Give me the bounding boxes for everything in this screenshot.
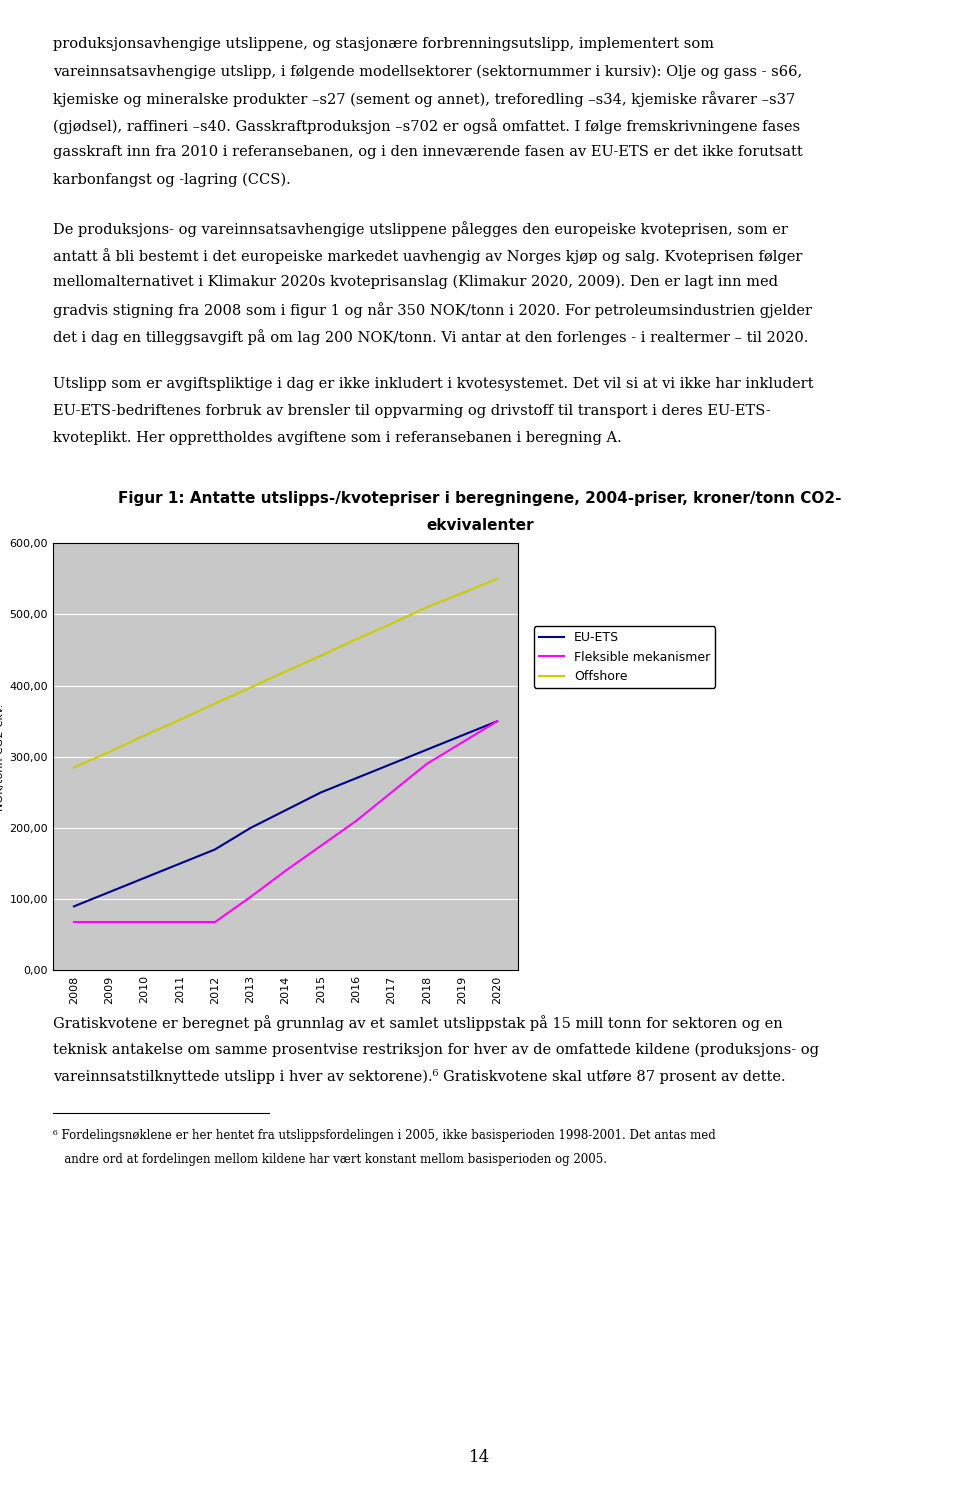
Text: gradvis stigning fra 2008 som i figur 1 og når 350 NOK/tonn i 2020. For petroleu: gradvis stigning fra 2008 som i figur 1 … bbox=[53, 301, 812, 318]
Offshore bbox=[139, 727, 151, 745]
Fleksible mekanismer bbox=[420, 755, 432, 773]
Text: teknisk antakelse om samme prosentvise restriksjon for hver av de omfattede kild: teknisk antakelse om samme prosentvise r… bbox=[53, 1042, 819, 1057]
Offshore bbox=[280, 663, 292, 681]
EU-ETS bbox=[245, 818, 256, 836]
Fleksible mekanismer bbox=[315, 836, 326, 854]
Text: det i dag en tilleggsavgift på om lag 200 NOK/tonn. Vi antar at den forlenges - : det i dag en tilleggsavgift på om lag 20… bbox=[53, 328, 808, 345]
Text: andre ord at fordelingen mellom kildene har vært konstant mellom basisperioden o: andre ord at fordelingen mellom kildene … bbox=[53, 1153, 607, 1166]
Fleksible mekanismer bbox=[245, 887, 256, 905]
Offshore bbox=[386, 615, 397, 633]
EU-ETS bbox=[139, 869, 151, 887]
Text: Figur 1: Antatte utslipps-/kvotepriser i beregningene, 2004-priser, kroner/tonn : Figur 1: Antatte utslipps-/kvotepriser i… bbox=[118, 490, 842, 505]
EU-ETS bbox=[209, 841, 221, 859]
Text: (gjødsel), raffineri –s40. Gasskraftproduksjon –s702 er også omfattet. I følge f: (gjødsel), raffineri –s40. Gasskraftprod… bbox=[53, 118, 800, 135]
Offshore bbox=[174, 711, 185, 729]
Offshore bbox=[420, 598, 432, 616]
EU-ETS bbox=[456, 727, 468, 745]
Text: 14: 14 bbox=[469, 1450, 491, 1466]
Text: antatt å bli bestemt i det europeiske markedet uavhengig av Norges kjøp og salg.: antatt å bli bestemt i det europeiske ma… bbox=[53, 247, 803, 264]
Offshore bbox=[492, 570, 503, 588]
EU-ETS bbox=[492, 712, 503, 730]
Offshore bbox=[245, 679, 256, 697]
Text: De produksjons- og vareinnsatsavhengige utslippene pålegges den europeiske kvote: De produksjons- og vareinnsatsavhengige … bbox=[53, 220, 787, 237]
Fleksible mekanismer bbox=[104, 913, 115, 931]
Line: EU-ETS: EU-ETS bbox=[74, 721, 497, 907]
Text: kjemiske og mineralske produkter –s27 (sement og annet), treforedling –s34, kjem: kjemiske og mineralske produkter –s27 (s… bbox=[53, 91, 795, 108]
Fleksible mekanismer bbox=[280, 862, 292, 880]
Fleksible mekanismer bbox=[68, 913, 80, 931]
EU-ETS bbox=[350, 769, 362, 787]
Legend: EU-ETS, Fleksible mekanismer, Offshore: EU-ETS, Fleksible mekanismer, Offshore bbox=[534, 627, 715, 688]
Text: vareinnsatstilknyttede utslipp i hver av sektorene).⁶ Gratiskvotene skal utføre : vareinnsatstilknyttede utslipp i hver av… bbox=[53, 1069, 785, 1084]
EU-ETS bbox=[174, 854, 185, 872]
EU-ETS bbox=[420, 741, 432, 758]
Text: EU-ETS-bedriftenes forbruk av brensler til oppvarming og drivstoff til transport: EU-ETS-bedriftenes forbruk av brensler t… bbox=[53, 405, 771, 418]
EU-ETS bbox=[386, 755, 397, 773]
Text: gasskraft inn fra 2010 i referansebanen, og i den inneværende fasen av EU-ETS er: gasskraft inn fra 2010 i referansebanen,… bbox=[53, 145, 803, 159]
Text: ⁶ Fordelingsnøklene er her hentet fra utslippsfordelingen i 2005, ikke basisperi: ⁶ Fordelingsnøklene er her hentet fra ut… bbox=[53, 1129, 715, 1142]
Text: karbonfangst og -lagring (CCS).: karbonfangst og -lagring (CCS). bbox=[53, 172, 291, 187]
EU-ETS bbox=[315, 784, 326, 802]
EU-ETS bbox=[104, 883, 115, 901]
Line: Fleksible mekanismer: Fleksible mekanismer bbox=[74, 721, 497, 922]
Fleksible mekanismer bbox=[174, 913, 185, 931]
Text: produksjonsavhengige utslippene, og stasjonære forbrenningsutslipp, implementert: produksjonsavhengige utslippene, og stas… bbox=[53, 37, 714, 51]
Offshore bbox=[350, 631, 362, 649]
EU-ETS bbox=[280, 802, 292, 820]
Text: Gratiskvotene er beregnet på grunnlag av et samlet utslippstak på 15 mill tonn f: Gratiskvotene er beregnet på grunnlag av… bbox=[53, 1015, 782, 1031]
Fleksible mekanismer bbox=[139, 913, 151, 931]
EU-ETS bbox=[68, 898, 80, 916]
Fleksible mekanismer bbox=[386, 784, 397, 802]
Text: kvoteplikt. Her opprettholdes avgiftene som i referansebanen i beregning A.: kvoteplikt. Her opprettholdes avgiftene … bbox=[53, 432, 621, 445]
Offshore bbox=[456, 585, 468, 603]
Fleksible mekanismer bbox=[456, 733, 468, 751]
Fleksible mekanismer bbox=[350, 812, 362, 830]
Line: Offshore: Offshore bbox=[74, 579, 497, 767]
Offshore bbox=[68, 758, 80, 776]
Text: Utslipp som er avgiftspliktige i dag er ikke inkludert i kvotesystemet. Det vil : Utslipp som er avgiftspliktige i dag er … bbox=[53, 378, 813, 391]
Offshore bbox=[315, 646, 326, 664]
Fleksible mekanismer bbox=[492, 712, 503, 730]
Y-axis label: NOK/tonn CO2-ekv.: NOK/tonn CO2-ekv. bbox=[0, 703, 5, 811]
Offshore bbox=[104, 744, 115, 761]
Fleksible mekanismer bbox=[209, 913, 221, 931]
Text: ekvivalenter: ekvivalenter bbox=[426, 517, 534, 532]
Text: vareinnsatsavhengige utslipp, i følgende modellsektorer (sektornummer i kursiv):: vareinnsatsavhengige utslipp, i følgende… bbox=[53, 64, 802, 79]
Offshore bbox=[209, 694, 221, 712]
Text: mellomalternativet i Klimakur 2020s kvoteprisanslag (Klimakur 2020, 2009). Den e: mellomalternativet i Klimakur 2020s kvot… bbox=[53, 274, 778, 289]
